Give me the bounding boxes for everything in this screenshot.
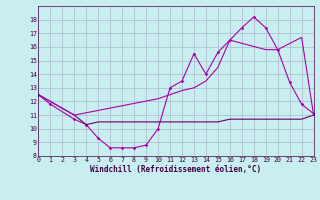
X-axis label: Windchill (Refroidissement éolien,°C): Windchill (Refroidissement éolien,°C)	[91, 165, 261, 174]
